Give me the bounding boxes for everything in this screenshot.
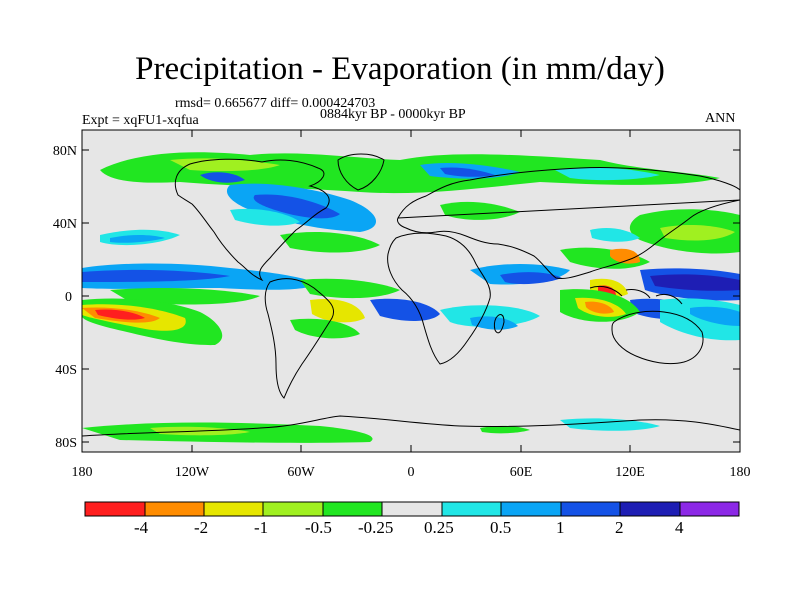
experiment-label: Expt = xqFU1-xqfua	[82, 113, 199, 128]
anomaly-region	[650, 274, 740, 291]
anomaly-region	[200, 172, 245, 183]
lat-label-80s: 80S	[55, 436, 77, 451]
colorbar-swatch	[560, 501, 621, 517]
lat-label-0: 0	[65, 290, 72, 305]
period-label: 0884kyr BP - 0000kyr BP	[320, 107, 466, 122]
lon-label-180w: 180	[72, 465, 93, 480]
lat-label-40n: 40N	[53, 217, 77, 232]
latitude-axis: 80N 40N 0 40S 80S	[53, 144, 740, 451]
lat-label-40s: 40S	[55, 363, 77, 378]
anomaly-region	[555, 167, 660, 181]
antarctica-coast	[82, 415, 740, 437]
colorbar-label: 1	[556, 518, 565, 537]
colorbar-swatch	[500, 501, 562, 517]
colorbar-label: 0.25	[424, 518, 454, 537]
colorbar-label: -0.25	[358, 518, 394, 537]
colorbar-label: 0.5	[490, 518, 512, 537]
colorbar-swatch	[679, 501, 740, 517]
longitude-axis: 180 120W 60W 0 60E 120E 180	[72, 130, 751, 480]
anomaly-region	[110, 235, 165, 243]
lon-label-0: 0	[408, 465, 415, 480]
maritime-continent-coast	[589, 285, 683, 305]
lat-label-80n: 80N	[53, 144, 77, 159]
anomaly-region	[585, 301, 614, 314]
lon-label-60e: 60E	[510, 465, 533, 480]
anomaly-region	[560, 418, 660, 431]
colorbar-swatch	[381, 501, 443, 517]
anomaly-region	[370, 298, 440, 321]
anomaly-region	[95, 309, 145, 320]
anomaly-region	[440, 305, 540, 327]
colorbar-swatch	[619, 501, 681, 517]
lon-label-60w: 60W	[287, 465, 315, 480]
north-america-coast	[174, 158, 330, 282]
rmsd-diff-text: rmsd= 0.665677 diff= 0.000424703	[175, 96, 375, 112]
colorbar	[84, 501, 740, 517]
anomaly-region	[440, 167, 495, 177]
map-title: Precipitation - Evaporation (in mm/day)	[135, 51, 665, 87]
madagascar-coast	[493, 314, 505, 334]
africa-coast	[387, 232, 491, 365]
anomaly-field	[82, 152, 740, 443]
season-label: ANN	[705, 111, 736, 126]
colorbar-label: -1	[254, 518, 269, 537]
anomaly-region	[690, 306, 740, 326]
lon-label-120w: 120W	[175, 465, 210, 480]
colorbar-label: -2	[194, 518, 209, 537]
anomaly-region	[310, 298, 365, 323]
anomaly-region	[480, 425, 530, 434]
colorbar-swatch	[203, 501, 264, 517]
greenland-coast	[337, 153, 385, 191]
rmsd-value: rmsd= 0.665677	[175, 96, 267, 111]
anomaly-region	[610, 248, 640, 264]
europe-asia-coast	[397, 166, 740, 279]
anomaly-region	[500, 272, 562, 285]
anomaly-region	[280, 231, 380, 253]
colorbar-label: 2	[615, 518, 624, 537]
colorbar-swatch	[144, 501, 205, 517]
australia-coast	[611, 310, 704, 365]
anomaly-region	[230, 208, 300, 226]
colorbar-swatch	[262, 501, 324, 517]
colorbar-swatch	[322, 501, 383, 517]
coastlines	[82, 153, 740, 437]
colorbar-swatch	[84, 501, 146, 517]
lon-label-180e: 180	[730, 465, 751, 480]
anomaly-region	[590, 227, 640, 242]
colorbar-label: 4	[675, 518, 684, 537]
anomaly-region	[170, 158, 280, 172]
lon-label-120e: 120E	[615, 465, 645, 480]
anomaly-region	[440, 201, 520, 220]
anomaly-region	[82, 269, 230, 282]
anomaly-region	[300, 278, 400, 299]
diff-value: diff= 0.000424703	[270, 96, 376, 111]
anomaly-region	[660, 225, 735, 241]
colorbar-swatch	[441, 501, 502, 517]
south-america-coast	[264, 278, 334, 399]
colorbar-label: -4	[134, 518, 149, 537]
colorbar-label: -0.5	[305, 518, 332, 537]
